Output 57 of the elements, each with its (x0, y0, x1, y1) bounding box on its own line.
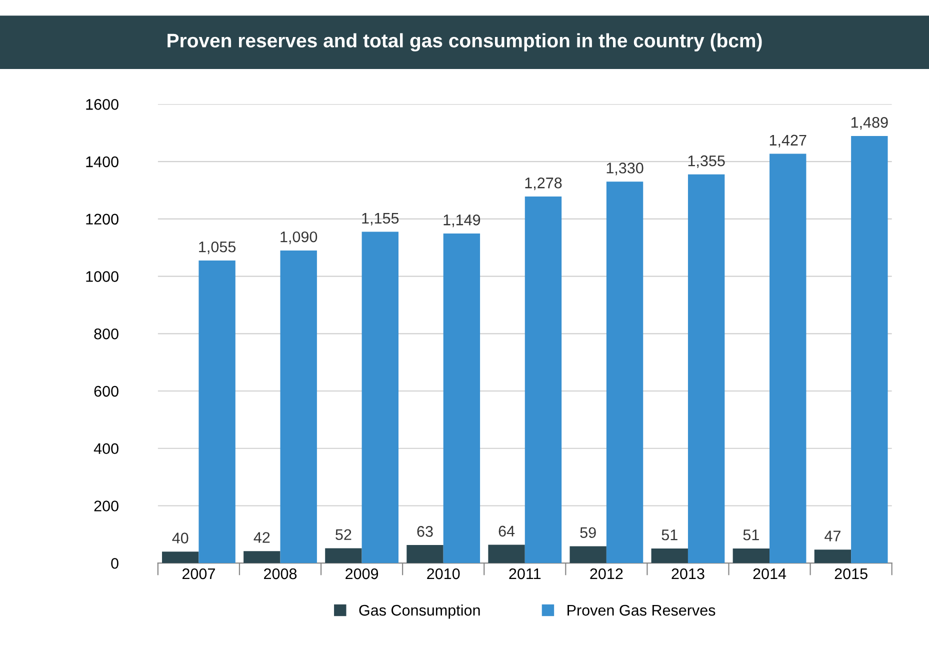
text: 1,055 (199, 241, 236, 254)
y-tick-label: 200 (94, 500, 118, 512)
x-tick-label: 2015 (834, 568, 868, 580)
text: 64 (498, 526, 515, 537)
text: 1,155 (362, 212, 399, 226)
bar (651, 548, 688, 564)
y-tick-label: 0 (111, 558, 118, 569)
bar (814, 550, 852, 564)
bar (362, 232, 398, 564)
bar (524, 196, 562, 564)
y-tick-label: 1400 (86, 156, 118, 168)
text: 1,090 (280, 231, 318, 244)
text: 42 (254, 532, 270, 543)
bar (570, 546, 606, 564)
y-tick-label: 1000 (86, 271, 118, 282)
bar (406, 545, 444, 564)
bar (606, 182, 644, 564)
y-tick-label: 1200 (86, 214, 118, 225)
legend-label: Proven Gas Reserves (568, 604, 716, 616)
x-tick-label: 2007 (182, 568, 215, 580)
bar (732, 548, 770, 564)
text: 52 (336, 529, 352, 540)
bar (162, 552, 199, 564)
bar (325, 548, 362, 564)
chart-title: Proven reserves and total gas consumption in the country (bcm) (168, 33, 762, 52)
text: 40 (172, 532, 188, 544)
text: 1,427 (770, 134, 806, 148)
bar (851, 136, 888, 564)
text: 51 (743, 530, 759, 540)
x-tick-label: 2012 (590, 568, 623, 580)
bar (688, 174, 725, 564)
text: 1,355 (688, 155, 725, 168)
x-tick-label: 2011 (509, 568, 541, 580)
text: 1,278 (525, 178, 562, 190)
bar (443, 234, 480, 564)
y-tick-label: 600 (94, 386, 118, 397)
text: 47 (824, 530, 840, 542)
x-tick-label: 2010 (427, 568, 460, 580)
y-tick-label: 800 (94, 328, 118, 340)
text: 1,489 (851, 117, 888, 130)
x-tick-label: 2008 (264, 568, 297, 580)
text: 51 (662, 530, 678, 540)
x-tick-label: 2009 (346, 568, 378, 580)
y-tick-label: 400 (94, 443, 118, 454)
x-tick-label: 2013 (672, 568, 704, 580)
text: 1,149 (444, 214, 480, 228)
x-tick-label: 2014 (753, 568, 786, 580)
y-tick-label: 1600 (86, 99, 118, 110)
legend-label: Gas Consumption (359, 604, 480, 619)
bar (488, 544, 525, 564)
bar (198, 260, 236, 564)
text: 1,330 (606, 162, 644, 176)
text: 59 (580, 527, 596, 538)
bar (244, 551, 280, 564)
bar (770, 154, 806, 564)
bar (280, 250, 317, 564)
text: 63 (417, 526, 433, 537)
